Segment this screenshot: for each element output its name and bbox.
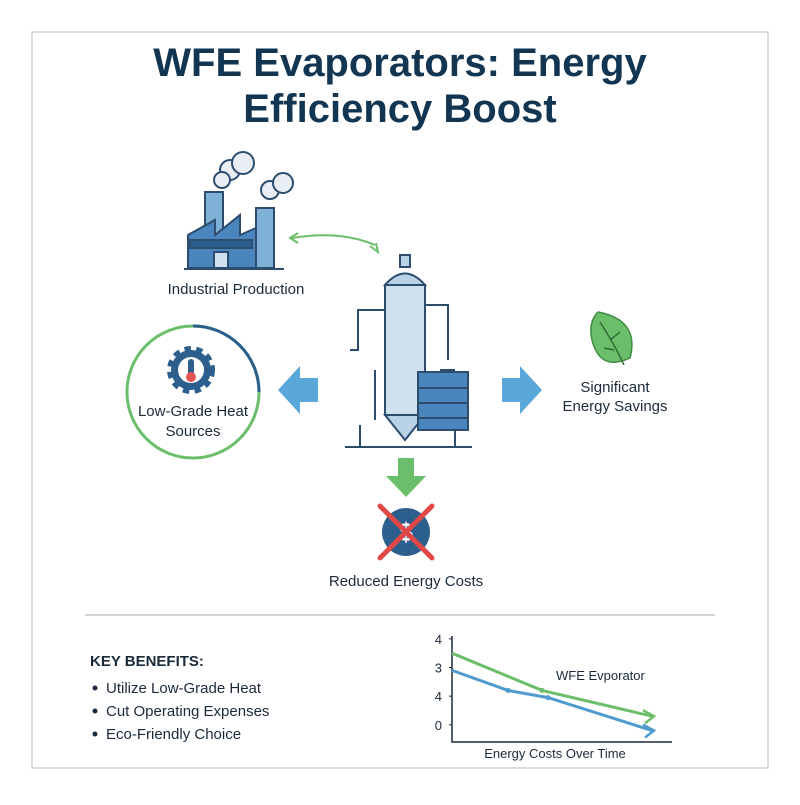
bullet xyxy=(92,731,98,737)
leaf-vein xyxy=(599,321,625,366)
benefits-heading: KEY BENEFITS: xyxy=(90,653,204,670)
node-label: Low-Grade Heat xyxy=(138,403,249,420)
vertex xyxy=(539,687,545,693)
mini-chart: 4 3 4 0 WFE Evporator Energy Costs Over Time xyxy=(435,632,672,761)
bullet xyxy=(92,685,98,691)
arrowhead xyxy=(642,709,657,725)
evaporator-icon xyxy=(345,254,472,448)
x-axis-label: Energy Costs Over Time xyxy=(484,746,626,761)
node-label: Significant xyxy=(580,379,650,396)
arrow-left xyxy=(278,366,318,414)
gear-icon xyxy=(167,346,215,394)
title: Efficiency Boost xyxy=(243,87,556,131)
arrowhead xyxy=(642,723,657,739)
y-tick-label: 4 xyxy=(435,632,442,647)
cross xyxy=(377,503,435,561)
bullet xyxy=(92,708,98,714)
y-tick-label: 0 xyxy=(435,718,442,733)
y-tick-label: 4 xyxy=(435,689,442,704)
node-label: Energy Savings xyxy=(562,398,667,415)
node-label: Reduced Energy Costs xyxy=(329,573,483,590)
vertex xyxy=(545,695,551,701)
benefit: Eco-Friendly Choice xyxy=(106,726,241,743)
factory-icon xyxy=(184,151,294,270)
vertex xyxy=(505,687,511,693)
annotation: WFE Evporator xyxy=(556,668,646,683)
title: WFE Evaporators: Energy xyxy=(153,41,647,85)
connector xyxy=(291,234,376,246)
node-label: Industrial Production xyxy=(168,281,305,298)
ring-accent xyxy=(192,324,261,393)
arrowheads xyxy=(288,232,380,255)
arrow-right xyxy=(502,366,542,414)
arrow-down xyxy=(386,458,426,497)
benefit: Utilize Low-Grade Heat xyxy=(106,680,262,697)
benefits-list: Utilize Low-Grade Heat Cut Operating Exp… xyxy=(92,680,269,743)
node-label: Sources xyxy=(165,423,220,440)
series-line xyxy=(451,668,653,732)
y-tick-label: 3 xyxy=(435,661,442,676)
benefit: Cut Operating Expenses xyxy=(106,703,269,720)
